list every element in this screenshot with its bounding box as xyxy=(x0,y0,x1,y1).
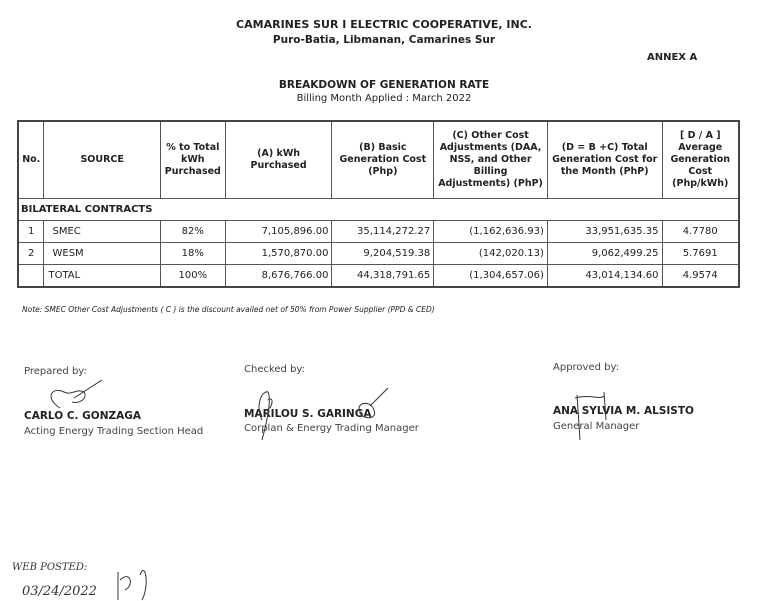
column-header: [ D / A ] Average Generation Cost (Php/k… xyxy=(661,120,740,199)
cell: (142,020.13) xyxy=(433,242,548,265)
approved-label: Approved by: xyxy=(553,362,620,373)
note: Note: SMEC Other Cost Adjustments ( C ) … xyxy=(22,305,435,314)
column-header: No. xyxy=(17,120,45,199)
checker-position: Corplan & Energy Trading Manager xyxy=(244,423,419,434)
column-header: (C) Other Cost Adjustments (DAA, NSS, an… xyxy=(433,120,548,199)
cell: 44,318,791.65 xyxy=(331,264,435,288)
annex-label: ANNEX A xyxy=(647,52,698,63)
preparer-position: Acting Energy Trading Section Head xyxy=(24,426,204,437)
column-header: (A) kWh Purchased xyxy=(224,120,333,199)
company-address: Puro-Batia, Libmanan, Camarines Sur xyxy=(272,34,496,46)
cell: 4.9574 xyxy=(661,264,740,288)
cell: 100% xyxy=(159,264,226,288)
checker-name: MARILOU S. GARINGA xyxy=(244,408,372,420)
cell: 18% xyxy=(159,242,226,265)
cell: 9,204,519.38 xyxy=(331,242,435,265)
preparer-name: CARLO C. GONZAGA xyxy=(24,410,141,422)
document-title: BREAKDOWN OF GENERATION RATE xyxy=(278,79,490,91)
approver-position: General Manager xyxy=(553,421,640,432)
cell: 5.7691 xyxy=(661,242,740,265)
column-header: (B) Basic Generation Cost (Php) xyxy=(331,120,435,199)
signature-posted xyxy=(117,569,147,601)
total-row: TOTAL 100% 8,676,766.00 44,318,791.65 (1,304… xyxy=(17,264,740,288)
checked-label: Checked by: xyxy=(244,364,305,375)
cell: 43,014,134.60 xyxy=(546,264,663,288)
prepared-label: Prepared by: xyxy=(24,366,87,377)
billing-month: Billing Month Applied : March 2022 xyxy=(296,93,472,104)
signature-garinga-2 xyxy=(358,387,389,419)
signature-gonzaga xyxy=(50,379,103,409)
signature-alsisto xyxy=(574,391,607,441)
cell: WESM xyxy=(43,242,161,265)
company-name: CAMARINES SUR I ELECTRIC COOPERATIVE, IN… xyxy=(236,18,532,31)
web-posted-date: 03/24/2022 xyxy=(22,584,97,599)
cell: TOTAL xyxy=(43,264,161,288)
web-posted-note: WEB POSTED: xyxy=(12,562,88,573)
signature-garinga-1 xyxy=(258,391,273,441)
approver-name: ANA SYLVIA M. ALSISTO xyxy=(553,405,694,417)
cell: (1,304,657.06) xyxy=(433,264,548,288)
column-header: % to Total kWh Purchased xyxy=(159,120,226,199)
cell: 9,062,499.25 xyxy=(546,242,663,265)
table-row: 2 WESM 18% 1,570,870.00 9,204,519.38 (142,020… xyxy=(17,242,740,265)
generation-rate-table: No. SOURCE % to Total kWh Purchased (A) … xyxy=(17,120,740,288)
